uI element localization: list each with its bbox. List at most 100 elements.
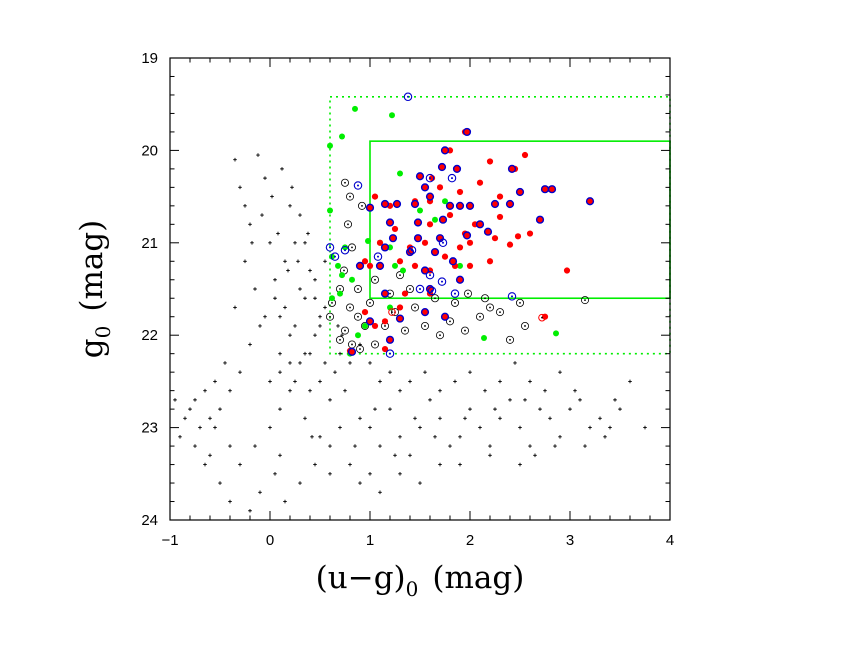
point-cross-field: [538, 407, 542, 411]
point-red-dot-blue-ring: [392, 199, 402, 209]
point-cross-field: [298, 287, 302, 291]
point-cross-field: [290, 185, 294, 190]
point-red-dot: [366, 262, 374, 269]
point-circled-dot-black: [420, 321, 429, 330]
point-red-dot: [396, 304, 404, 311]
point-red-dot-blue-ring: [585, 197, 595, 206]
point-green-dot: [335, 262, 341, 269]
point-cross-field: [498, 379, 502, 384]
point-red-dot-blue-ring: [535, 215, 545, 224]
point-cross-field: [393, 453, 397, 458]
point-red-dot: [421, 239, 429, 246]
point-circled-dot-black: [340, 178, 349, 187]
point-cross-field: [296, 259, 300, 264]
point-red-dot: [376, 239, 384, 246]
point-cross-field: [488, 444, 492, 448]
point-cross-field: [263, 176, 267, 180]
point-cross-field: [250, 241, 254, 245]
point-cross-field: [198, 425, 202, 430]
point-red-ring: [388, 308, 396, 316]
point-cross-field: [238, 462, 242, 467]
point-cross-field: [313, 462, 317, 467]
x-axis-label-unit: (mag): [432, 560, 524, 596]
point-cross-field: [368, 361, 372, 365]
points-layer: [173, 92, 647, 513]
point-circled-dot-black: [335, 335, 344, 344]
point-red-dot-blue-ring: [438, 215, 448, 224]
point-green-dot: [457, 262, 463, 269]
selection-box-dotted: [329, 96, 671, 355]
point-circled-dot-black: [485, 303, 494, 312]
point-green-dot: [329, 295, 335, 302]
point-cross-field: [273, 277, 277, 282]
point-cross-field: [308, 351, 312, 356]
point-red-dot-blue-ring: [515, 187, 525, 197]
point-cross-field: [598, 416, 602, 421]
point-red-dot-blue-ring: [440, 146, 450, 155]
point-circled-dot-black: [430, 294, 439, 303]
point-blue-ring-dot: [373, 252, 383, 261]
point-cross-field: [293, 324, 297, 328]
point-red-dot: [361, 309, 369, 316]
point-cross-field: [203, 388, 207, 393]
point-cross-field: [428, 398, 432, 402]
point-cross-field: [318, 324, 322, 328]
point-cross-field: [228, 388, 232, 393]
point-red-dot-blue-ring: [380, 289, 390, 298]
point-red-dot-blue-ring: [413, 234, 423, 243]
point-circled-dot-black: [460, 326, 469, 335]
point-red-dot-blue-ring: [445, 201, 455, 210]
point-cross-field: [263, 314, 267, 319]
point-cross-field: [508, 398, 512, 402]
point-circled-dot-black: [345, 192, 354, 201]
point-cross-field: [343, 388, 347, 393]
point-cross-field: [243, 259, 247, 264]
point-cross-field: [613, 398, 617, 402]
y-tick-label: 24: [141, 512, 158, 529]
point-green-dot: [337, 290, 343, 297]
point-cross-field: [433, 435, 437, 439]
point-red-dot: [496, 213, 504, 221]
x-axis-label: (u−g)0 (mag): [316, 560, 525, 601]
point-green-dot: [327, 142, 333, 149]
point-cross-field: [478, 425, 482, 430]
point-cross-field: [523, 398, 527, 402]
point-cross-field: [528, 379, 532, 384]
point-cross-field: [286, 268, 290, 273]
point-red-dot-blue-ring: [420, 266, 430, 275]
point-red-dot: [476, 179, 484, 186]
point-cross-field: [468, 370, 472, 374]
point-cross-field: [183, 416, 187, 421]
point-cross-field: [398, 435, 402, 439]
point-cross-field: [173, 398, 177, 402]
point-cross-field: [228, 499, 232, 504]
point-red-dot-blue-ring: [415, 172, 425, 181]
point-circled-dot-black: [400, 326, 409, 335]
point-red-dot: [381, 345, 389, 353]
point-cross-field: [408, 453, 412, 458]
point-cross-field: [483, 388, 487, 393]
y-axis-label-sub: 0: [91, 326, 115, 339]
point-cross-field: [258, 490, 262, 495]
point-blue-ring-dot: [438, 238, 448, 248]
point-cross-field: [558, 370, 562, 374]
point-circled-dot-black: [405, 284, 414, 293]
point-green-dot: [417, 207, 423, 214]
point-red-dot-blue-ring: [547, 185, 557, 194]
point-cross-field: [270, 194, 274, 199]
point-cross-field: [288, 388, 292, 393]
point-cross-field: [498, 416, 502, 421]
point-cross-field: [568, 407, 572, 411]
point-cross-field: [438, 462, 442, 467]
point-blue-ring-dot: [385, 349, 395, 358]
point-green-dot: [432, 216, 438, 223]
point-blue-ring-dot: [507, 292, 517, 301]
point-circled-dot-black: [355, 345, 364, 354]
point-cross-field: [418, 425, 422, 430]
point-cross-field: [238, 370, 242, 374]
point-red-dot: [466, 239, 474, 246]
point-green-dot: [392, 262, 398, 269]
point-cross-field: [458, 435, 462, 439]
point-green-dot: [553, 330, 559, 337]
point-circled-dot-black: [353, 284, 362, 293]
